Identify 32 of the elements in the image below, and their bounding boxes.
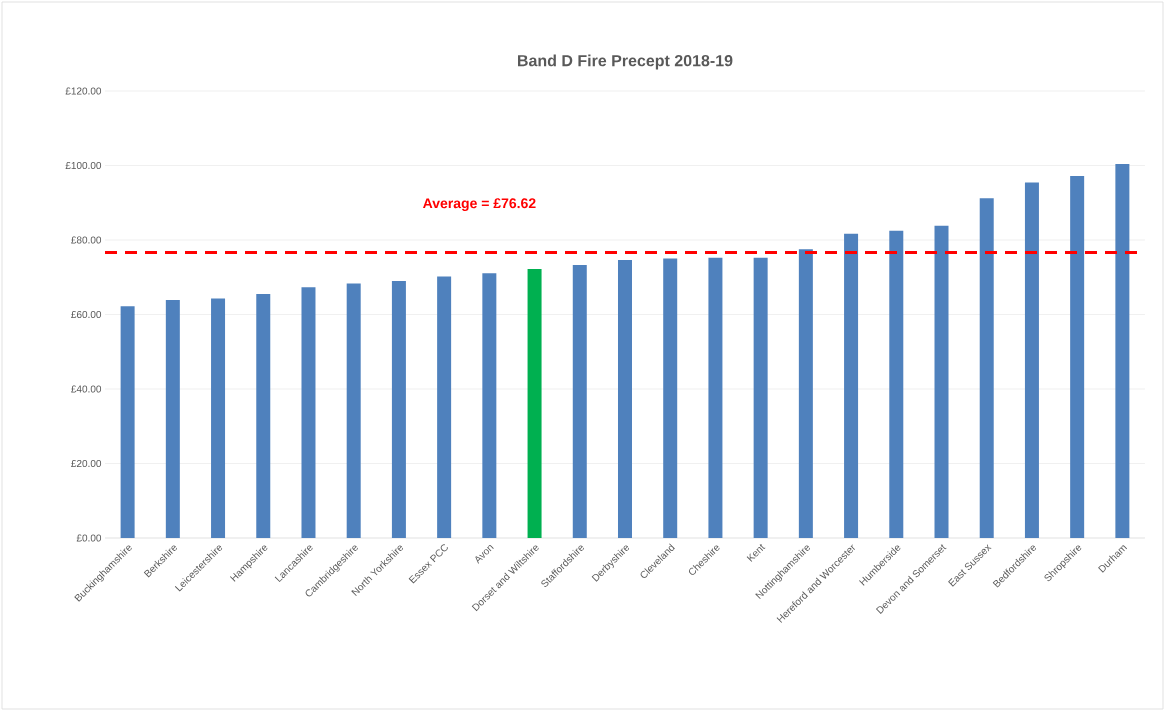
bar <box>211 298 226 538</box>
bar <box>889 230 904 538</box>
bar <box>1070 175 1085 538</box>
y-tick-label: £80.00 <box>71 236 102 244</box>
y-tick-label: £100.00 <box>65 161 102 170</box>
chart-title: Band D Fire Precept 2018-19 <box>518 54 733 70</box>
bar <box>663 258 678 538</box>
y-tick-label: £40.00 <box>71 385 102 393</box>
bar <box>708 257 723 538</box>
bar <box>844 233 859 538</box>
bar <box>346 283 361 538</box>
y-tick-label: £0.00 <box>76 534 102 542</box>
bar <box>979 198 994 538</box>
bar <box>934 225 949 538</box>
bar <box>753 257 768 538</box>
bar <box>482 273 497 538</box>
y-tick-label: £60.00 <box>71 310 102 319</box>
bar <box>527 269 542 538</box>
bar <box>120 306 135 538</box>
bar <box>165 299 180 538</box>
bar <box>301 287 316 538</box>
ref-line-label: Average = £76.62 <box>422 198 536 212</box>
bar <box>617 260 632 538</box>
bar <box>256 294 271 538</box>
y-tick-label: £20.00 <box>71 459 102 468</box>
bar <box>572 264 587 538</box>
bar <box>437 276 452 538</box>
bar <box>798 249 813 538</box>
bar <box>391 280 406 538</box>
bar <box>1024 182 1039 538</box>
bar <box>1115 164 1130 538</box>
y-tick-label: £120.00 <box>65 87 102 95</box>
